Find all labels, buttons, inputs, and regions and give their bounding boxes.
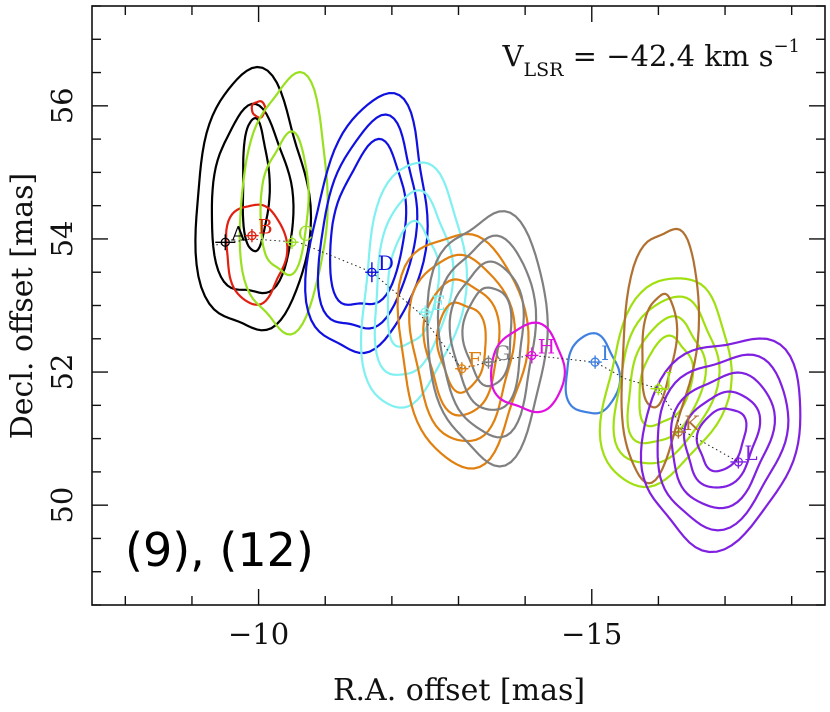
spot-c-marker xyxy=(287,237,297,247)
spot-c: C xyxy=(285,221,313,249)
spot-g-marker xyxy=(483,357,494,367)
spot-h-marker xyxy=(527,350,537,361)
spot-g-label: G xyxy=(494,341,510,365)
spot-a-marker xyxy=(220,237,230,247)
contour-d-level-2 xyxy=(316,113,419,330)
contour-e-level-1 xyxy=(359,161,469,409)
contour-f-level-1 xyxy=(396,232,530,470)
spot-l-marker xyxy=(733,457,744,467)
contour-l-level-2 xyxy=(656,353,790,532)
spot-i-label: I xyxy=(601,341,609,365)
panel-label: (9), (12) xyxy=(125,523,314,577)
spot-d: D xyxy=(365,251,394,283)
y-tick-label: 52 xyxy=(45,354,79,391)
velocity-symbol: V xyxy=(502,39,525,73)
contour-i-level-1 xyxy=(564,332,622,415)
spot-e-label: E xyxy=(431,291,446,315)
spot-d-label: D xyxy=(378,251,394,275)
contour-j-level-1 xyxy=(598,277,733,489)
contour-g-level-1 xyxy=(426,210,549,468)
x-axis-title: R.A. offset [mas] xyxy=(333,673,585,708)
contour-l-level-5 xyxy=(695,407,748,473)
spot-g: G xyxy=(481,341,510,369)
contour-j-level-3 xyxy=(626,315,708,445)
contour-l-level-1 xyxy=(639,337,802,554)
spot-c-label: C xyxy=(298,221,313,245)
contour-e-level-3 xyxy=(386,219,441,348)
spot-k-marker xyxy=(673,427,684,437)
spot-layer: A B C D E F G H I JK L xyxy=(215,215,758,469)
spot-l: L xyxy=(730,441,758,469)
x-tick-label: −10 xyxy=(228,617,289,651)
tick-layer: −10 −15 50 52 54 56 xyxy=(45,5,825,651)
contour-d-level-1 xyxy=(304,91,429,355)
contour-l-level-4 xyxy=(682,390,762,489)
spot-a: A xyxy=(215,221,246,251)
y-tick-label: 56 xyxy=(45,87,79,124)
contour-c-level-2 xyxy=(259,130,310,277)
spot-l-label: L xyxy=(744,441,757,465)
velocity-subscript: LSR xyxy=(524,59,565,81)
spot-b: B xyxy=(245,215,273,243)
contour-k-level-2 xyxy=(641,292,679,409)
spot-d-marker xyxy=(367,267,377,277)
spot-e: E xyxy=(418,291,446,319)
x-tick-label: −15 xyxy=(561,617,622,651)
spot-i-marker xyxy=(590,357,600,367)
spot-h: H xyxy=(525,334,555,364)
y-tick-label: 54 xyxy=(45,220,79,257)
spot-b-label: B xyxy=(258,215,273,239)
spot-h-label: H xyxy=(538,334,555,358)
spot-b-marker xyxy=(247,230,257,241)
spot-f: F xyxy=(455,348,482,376)
velocity-exponent: −1 xyxy=(773,36,800,57)
contour-g-level-2 xyxy=(436,234,538,439)
spot-j-label: J xyxy=(662,368,672,392)
contour-layer xyxy=(194,65,802,554)
spot-j-marker xyxy=(653,384,664,394)
contour-g-level-3 xyxy=(448,260,525,411)
contour-b-level-1 xyxy=(225,203,289,306)
y-axis-title: Decl. offset [mas] xyxy=(5,173,40,440)
spot-k-label: K xyxy=(684,411,700,435)
contour-e-level-2 xyxy=(373,189,455,376)
contour-k-level-1 xyxy=(620,227,701,485)
spot-a-label: A xyxy=(230,221,246,245)
spot-e-marker xyxy=(420,307,430,317)
contour-f-level-4 xyxy=(435,301,487,394)
y-tick-label: 50 xyxy=(45,487,79,524)
contour-c-level-1 xyxy=(238,70,329,336)
contour-a-level-1 xyxy=(194,65,313,332)
spot-k: K xyxy=(671,411,700,439)
contour-f-level-3 xyxy=(422,278,501,417)
contour-g-level-4 xyxy=(461,286,513,388)
contour-h-level-1 xyxy=(490,321,567,414)
velocity-value: = −42.4 km s xyxy=(563,39,773,73)
contour-l-level-3 xyxy=(669,371,777,510)
spot-f-label: F xyxy=(468,348,482,372)
contour-b2-level-1 xyxy=(250,100,267,119)
spot-i: I xyxy=(588,341,609,369)
velocity-annotation: VLSR = −42.4 km s−1 xyxy=(502,36,800,81)
contour-f-level-2 xyxy=(408,253,517,443)
spot-f-marker xyxy=(457,364,467,374)
spot-j: J xyxy=(650,368,672,396)
